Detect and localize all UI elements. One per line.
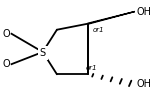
Text: or1: or1 (92, 27, 104, 33)
Text: O: O (2, 29, 10, 39)
Text: O: O (2, 59, 10, 69)
Text: OH: OH (136, 79, 151, 89)
Polygon shape (88, 12, 135, 24)
Text: or1: or1 (85, 65, 97, 71)
Text: OH: OH (136, 7, 151, 17)
Text: S: S (40, 48, 46, 58)
